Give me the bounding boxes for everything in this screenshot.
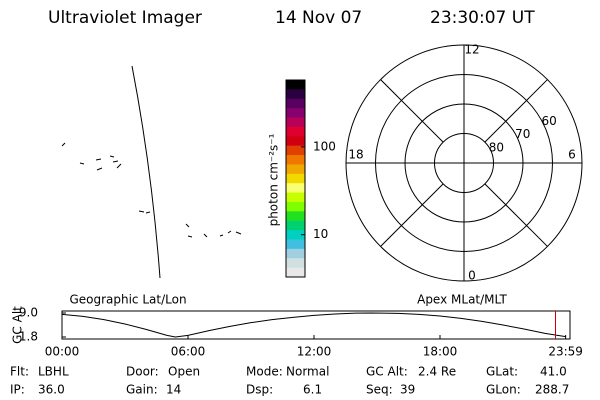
- field-value: 288.7: [535, 383, 569, 397]
- geo-label: Geographic Lat/Lon: [69, 293, 186, 307]
- field-label: Seq:: [366, 383, 393, 397]
- color-step: [286, 145, 305, 156]
- apex-label: Apex MLat/MLT: [417, 293, 507, 307]
- mlt-label: 12: [464, 43, 479, 57]
- date: 14 Nov 07: [275, 8, 362, 28]
- image-features: [61, 142, 242, 238]
- field-value: 6.1: [303, 383, 322, 397]
- colorbar: 10 100: [285, 79, 336, 278]
- x-tick-label: 18:00: [423, 345, 458, 359]
- field-label: Mode:: [246, 365, 283, 379]
- x-tick-label: 00:00: [45, 345, 80, 359]
- mlt-label: 18: [348, 148, 363, 162]
- color-step: [286, 108, 305, 119]
- time: 23:30:07 UT: [430, 8, 535, 28]
- color-step: [286, 211, 305, 222]
- color-step: [286, 239, 305, 250]
- color-step: [286, 136, 305, 147]
- x-tick-label: 23:59: [548, 345, 583, 359]
- field-value: Open: [168, 365, 200, 379]
- polar-grid: 60 70 80 0 6 12 18: [345, 43, 583, 283]
- lat-label: 80: [489, 140, 504, 154]
- colorbar-frame: [285, 79, 306, 278]
- color-step: [286, 98, 305, 109]
- mlt-label: 6: [568, 148, 576, 162]
- radial-line: [484, 183, 548, 247]
- color-step: [286, 164, 305, 175]
- field-label: Dsp:: [246, 383, 273, 397]
- color-step: [286, 155, 305, 165]
- color-step: [286, 220, 305, 231]
- field-label: IP:: [10, 383, 25, 397]
- color-step: [286, 89, 305, 100]
- lat-label: 60: [541, 114, 556, 128]
- field-value: 36.0: [38, 383, 65, 397]
- y-tick-label: 1.8: [19, 330, 38, 344]
- field-label: GLon:: [486, 383, 521, 397]
- orbit-plot: 1.8 9.0 00:00 06:00 12:00 18:00 23:59: [19, 306, 583, 359]
- colorbar-label: photon cm⁻²s⁻¹: [267, 133, 281, 226]
- field-value: Normal: [286, 365, 329, 379]
- color-step: [286, 267, 305, 278]
- x-tick-label: 06:00: [171, 345, 206, 359]
- color-step: [286, 201, 305, 212]
- instrument-title: Ultraviolet Imager: [48, 8, 202, 28]
- field-value: 39: [400, 383, 415, 397]
- mlt-label: 0: [468, 269, 476, 283]
- radial-line: [380, 183, 444, 247]
- color-step: [286, 248, 305, 259]
- radial-line: [380, 79, 444, 143]
- field-value: 14: [166, 383, 181, 397]
- color-step: [286, 258, 305, 269]
- field-value: 41.0: [540, 365, 567, 379]
- y-axis-label: GC Alt: [11, 306, 25, 344]
- field-value: 2.4 Re: [418, 365, 456, 379]
- field-label: GC Alt:: [366, 365, 408, 379]
- color-step: [286, 117, 305, 128]
- colorbar-tick-label: 10: [313, 227, 328, 241]
- altitude-line: [61, 312, 566, 338]
- color-step: [286, 192, 305, 203]
- x-tick-label: 12:00: [297, 345, 332, 359]
- colorbar-tick-label: 100: [313, 139, 336, 153]
- color-step: [286, 126, 305, 137]
- color-step: [286, 173, 305, 184]
- lat-label: 70: [515, 127, 530, 141]
- field-label: Flt:: [10, 365, 29, 379]
- field-value: LBHL: [38, 365, 69, 379]
- plot-frame: [61, 310, 571, 340]
- radial-line: [484, 79, 548, 143]
- field-label: Gain:: [126, 383, 158, 397]
- color-step: [286, 80, 305, 90]
- status-footer: Flt: LBHL Door: Open Mode: Normal GC Alt: 2.4 R…: [10, 365, 569, 397]
- image-panel: [61, 65, 242, 279]
- color-step: [286, 183, 305, 194]
- color-step: [286, 230, 305, 240]
- field-label: Door:: [126, 365, 159, 379]
- y-tick-label: 9.0: [19, 306, 38, 320]
- meridian: [131, 65, 161, 279]
- field-label: GLat:: [486, 365, 518, 379]
